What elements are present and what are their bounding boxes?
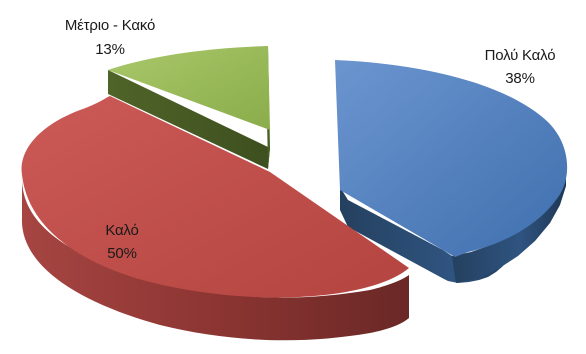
slice-name-kalo: Καλό <box>105 222 138 239</box>
slice-name-polu-kalo: Πολύ Καλό <box>485 47 556 64</box>
slice-percent-kalo: 50% <box>107 245 136 262</box>
slice-percent-polu-kalo: 38% <box>505 70 534 87</box>
pie-slice-polu-kalo-top <box>335 60 568 257</box>
pie-slice-kalo <box>21 96 409 341</box>
pie-slice-polu-kalo <box>335 60 568 283</box>
pie-slice-kalo-top <box>21 96 409 298</box>
slice-label-metrio-kako: Μέτριο - Κακό 13% <box>65 17 155 58</box>
slice-name-metrio-kako: Μέτριο - Κακό <box>65 17 155 34</box>
slice-label-polu-kalo: Πολύ Καλό 38% <box>485 47 556 87</box>
pie-slice-metrio-kako <box>108 46 270 169</box>
slice-percent-metrio-kako: 13% <box>95 41 124 58</box>
pie-slice-metrio-kako-top <box>108 46 270 130</box>
slice-label-kalo: Καλό 50% <box>105 222 139 262</box>
pie-slice-kalo-side <box>21 175 409 341</box>
pie-slice-metrio-kako-side <box>108 70 270 169</box>
